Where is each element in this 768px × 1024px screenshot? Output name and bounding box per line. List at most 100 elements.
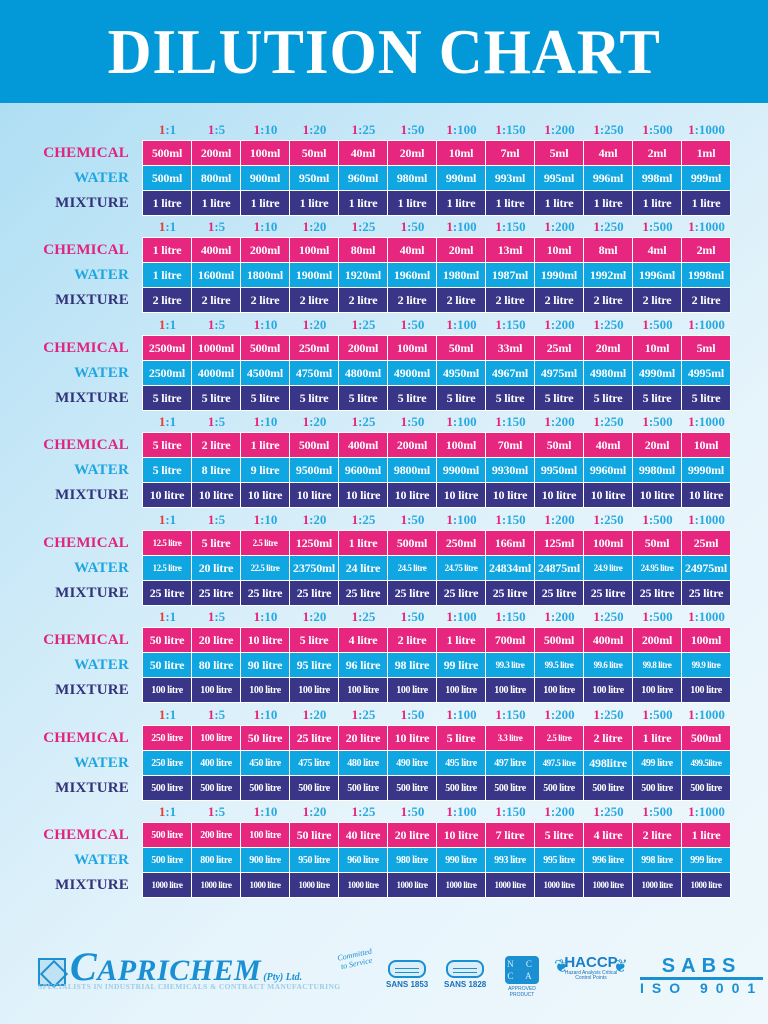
chemical-cell: 1 litre xyxy=(633,726,681,750)
chemical-cell: 100ml xyxy=(388,336,436,360)
mixture-cell: 5 litre xyxy=(143,386,191,410)
chemical-cell: 2ml xyxy=(633,141,681,165)
water-cell: 99.5 litre xyxy=(535,653,583,677)
water-cell: 9800ml xyxy=(388,458,436,482)
ratio-label: 1:100 xyxy=(446,414,477,429)
chemical-cell: 2 litre xyxy=(584,726,632,750)
water-cell: 24.5 litre xyxy=(388,556,436,580)
mixture-cell: 10 litre xyxy=(339,483,387,507)
water-cell: 900 litre xyxy=(241,848,289,872)
ratio-label: 1:50 xyxy=(400,219,425,234)
mixture-cell: 2 litre xyxy=(143,288,191,312)
mixture-cell: 5 litre xyxy=(437,386,485,410)
mixture-cell: 25 litre xyxy=(486,581,534,605)
ratio-label: 1:150 xyxy=(495,707,526,722)
ratio-label: 1:50 xyxy=(400,804,425,819)
chemical-cell: 5ml xyxy=(682,336,730,360)
chemical-row: 2500ml 1000ml 500ml 250ml 200ml 100ml 50ml 33ml… xyxy=(143,336,730,360)
chemical-cell: 7ml xyxy=(486,141,534,165)
chemical-cell: 2.5 litre xyxy=(535,726,583,750)
chemical-cell: 20ml xyxy=(388,141,436,165)
chemical-cell: 200ml xyxy=(241,238,289,262)
mixture-cell: 1000 litre xyxy=(388,873,436,897)
water-cell: 480 litre xyxy=(339,751,387,775)
mixture-cell: 2 litre xyxy=(535,288,583,312)
ratio-header-row: 1:1 1:5 1:10 1:20 1:25 1:50 1:100 1:150 1:200 1:2… xyxy=(143,705,731,725)
mixture-cell: 100 litre xyxy=(437,678,485,702)
ncca-badge: N C C A APPROVED PRODUCT xyxy=(500,956,544,998)
chemical-cell: 1250ml xyxy=(290,531,338,555)
water-cell: 475 litre xyxy=(290,751,338,775)
water-cell: 1600ml xyxy=(192,263,240,287)
chemical-cell: 50 litre xyxy=(290,823,338,847)
row-label-chemical: CHEMICAL xyxy=(43,632,129,648)
chemical-cell: 100ml xyxy=(437,433,485,457)
mixture-cell: 1000 litre xyxy=(192,873,240,897)
mixture-cell: 5 litre xyxy=(535,386,583,410)
chemical-cell: 5 litre xyxy=(143,433,191,457)
chemical-row: 50 litre 20 litre 10 litre 5 litre 4 litre 2 … xyxy=(143,628,730,652)
mixture-row: 500 litre 500 litre 500 litre 500 litre 500 … xyxy=(143,776,730,800)
ratio-label: 1:25 xyxy=(351,804,376,819)
water-cell: 99 litre xyxy=(437,653,485,677)
ratio-label: 1:500 xyxy=(642,609,673,624)
chemical-cell: 500ml xyxy=(290,433,338,457)
ratio-label: 1:10 xyxy=(253,512,278,527)
chemical-cell: 5 litre xyxy=(192,531,240,555)
ratio-label: 1:500 xyxy=(642,317,673,332)
chemical-cell: 33ml xyxy=(486,336,534,360)
mixture-cell: 100 litre xyxy=(143,678,191,702)
water-row: 50 litre 80 litre 90 litre 95 litre 96 litre… xyxy=(143,653,730,677)
ratio-label: 1:5 xyxy=(207,609,226,624)
mixture-cell: 100 litre xyxy=(241,678,289,702)
water-cell: 499.5litre xyxy=(682,751,730,775)
water-cell: 950ml xyxy=(290,166,338,190)
chemical-cell: 20 litre xyxy=(192,628,240,652)
water-cell: 960ml xyxy=(339,166,387,190)
chemical-cell: 200ml xyxy=(339,336,387,360)
ratio-label: 1:250 xyxy=(593,707,624,722)
row-label-mixture: MIXTURE xyxy=(55,780,129,796)
ratio-label: 1:500 xyxy=(642,804,673,819)
mixture-cell: 2 litre xyxy=(290,288,338,312)
ratio-label: 1:250 xyxy=(593,317,624,332)
ratio-label: 1:1 xyxy=(158,804,177,819)
dilution-block: 1:1 1:5 1:10 1:20 1:25 1:50 1:100 1:150 1:200 1:2… xyxy=(0,217,768,314)
water-cell: 990ml xyxy=(437,166,485,190)
mixture-cell: 25 litre xyxy=(192,581,240,605)
mixture-cell: 25 litre xyxy=(241,581,289,605)
chemical-cell: 40ml xyxy=(388,238,436,262)
row-label-chemical: CHEMICAL xyxy=(43,145,129,161)
chemical-cell: 3.3 litre xyxy=(486,726,534,750)
ratio-label: 1:20 xyxy=(302,317,327,332)
mixture-cell: 10 litre xyxy=(192,483,240,507)
mixture-cell: 10 litre xyxy=(143,483,191,507)
water-cell: 450 litre xyxy=(241,751,289,775)
water-row: 1 litre 1600ml 1800ml 1900ml 1920ml 1960ml 198… xyxy=(143,263,730,287)
ratio-label: 1:150 xyxy=(495,512,526,527)
mixture-cell: 25 litre xyxy=(388,581,436,605)
ratio-label: 1:1000 xyxy=(688,219,725,234)
mixture-cell: 10 litre xyxy=(584,483,632,507)
water-cell: 999 litre xyxy=(682,848,730,872)
water-cell: 24.95 litre xyxy=(633,556,681,580)
mixture-cell: 25 litre xyxy=(535,581,583,605)
water-row: 500ml 800ml 900ml 950ml 960ml 980ml 990ml 993ml… xyxy=(143,166,730,190)
mixture-cell: 25 litre xyxy=(633,581,681,605)
water-cell: 5 litre xyxy=(143,458,191,482)
ratio-label: 1:5 xyxy=(207,804,226,819)
water-cell: 9930ml xyxy=(486,458,534,482)
chemical-cell: 50 litre xyxy=(241,726,289,750)
water-cell: 995 litre xyxy=(535,848,583,872)
water-cell: 993ml xyxy=(486,166,534,190)
water-cell: 24875ml xyxy=(535,556,583,580)
water-cell: 22.5 litre xyxy=(241,556,289,580)
chemical-cell: 1 litre xyxy=(437,628,485,652)
ratio-label: 1:500 xyxy=(642,414,673,429)
ratio-label: 1:150 xyxy=(495,609,526,624)
chemical-cell: 4 litre xyxy=(584,823,632,847)
ratio-label: 1:10 xyxy=(253,609,278,624)
mixture-cell: 25 litre xyxy=(290,581,338,605)
water-cell: 980 litre xyxy=(388,848,436,872)
water-cell: 999ml xyxy=(682,166,730,190)
